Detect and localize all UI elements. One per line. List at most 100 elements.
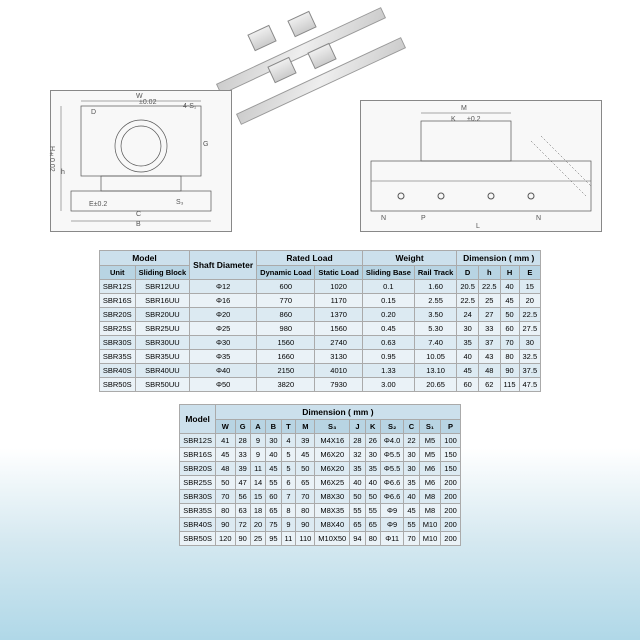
cell: Φ4.0	[380, 434, 403, 448]
label-tol2: ±0.2	[467, 116, 481, 123]
cell: 37	[478, 336, 500, 350]
sub-hdr2: S₁	[419, 420, 441, 434]
cell: M6	[419, 462, 441, 476]
cell: 6	[281, 476, 296, 490]
cell: Φ30	[190, 336, 257, 350]
cell: 50	[500, 308, 519, 322]
cell: 1370	[315, 308, 362, 322]
cell: 28	[350, 434, 365, 448]
table-row: SBR25SSBR25UUΦ2598015600.455.3030336027.…	[99, 322, 540, 336]
cell: Φ16	[190, 294, 257, 308]
cell: 4	[281, 434, 296, 448]
cell: 27	[478, 308, 500, 322]
cell: SBR35S	[99, 350, 135, 364]
cell: 3820	[257, 378, 315, 392]
spec-table-1: Model Shaft Diameter Rated Load Weight D…	[99, 250, 541, 392]
cell: 100	[441, 434, 461, 448]
cell: M6X20	[315, 448, 350, 462]
label-h: h	[61, 169, 65, 176]
cell: M5	[419, 448, 441, 462]
cell: 56	[235, 490, 250, 504]
sub-hdr: Sliding Block	[135, 266, 190, 280]
cell: SBR50UU	[135, 378, 190, 392]
cell: SBR25UU	[135, 322, 190, 336]
cell: 600	[257, 280, 315, 294]
cell: 47.5	[519, 378, 541, 392]
cell: 3130	[315, 350, 362, 364]
cell: 33	[478, 322, 500, 336]
cell: 62	[478, 378, 500, 392]
cell: 30	[404, 448, 419, 462]
table-row: SBR40S90722075990M8X406565Φ955M10200	[180, 518, 461, 532]
cell: 90	[500, 364, 519, 378]
cell: SBR16UU	[135, 294, 190, 308]
cell: SBR20UU	[135, 308, 190, 322]
cell: 18	[250, 504, 265, 518]
cell: 50	[365, 490, 380, 504]
cell: 0.63	[362, 336, 414, 350]
diagrams-area: W D ±0.02 4-S₁ G H±0.02 h E±0.2 S₃ C B	[0, 0, 640, 245]
cell: 1660	[257, 350, 315, 364]
cell: 70	[215, 490, 235, 504]
cell: M5	[419, 434, 441, 448]
cell: 28	[235, 434, 250, 448]
cell: 770	[257, 294, 315, 308]
cell: 60	[500, 322, 519, 336]
cell: 27.5	[519, 322, 541, 336]
table-row: SBR30SSBR30UUΦ30156027400.637.4035377030	[99, 336, 540, 350]
cell: M4X16	[315, 434, 350, 448]
cell: M10	[419, 532, 441, 546]
cell: 30	[457, 322, 479, 336]
cell: M8	[419, 504, 441, 518]
cell: 50	[350, 490, 365, 504]
cell: 50	[215, 476, 235, 490]
cell: 5.30	[414, 322, 456, 336]
cell: 45	[296, 448, 315, 462]
cell: 70	[500, 336, 519, 350]
cell: 9	[250, 448, 265, 462]
label-C: C	[136, 211, 141, 218]
cell: SBR30S	[99, 336, 135, 350]
table-row: SBR16SSBR16UUΦ1677011700.152.5522.525452…	[99, 294, 540, 308]
cell: 20	[250, 518, 265, 532]
cell: 55	[404, 518, 419, 532]
cell: 65	[350, 518, 365, 532]
cell: 45	[500, 294, 519, 308]
cell: Φ9	[380, 504, 403, 518]
sub-hdr2: G	[235, 420, 250, 434]
cell: 45	[266, 462, 281, 476]
sub-hdr2: B	[266, 420, 281, 434]
cell: 2740	[315, 336, 362, 350]
cell: SBR50S	[99, 378, 135, 392]
tables-wrap: Model Shaft Diameter Rated Load Weight D…	[14, 248, 626, 548]
sub-hdr2: S₃	[315, 420, 350, 434]
cell: 110	[296, 532, 315, 546]
cell: 50	[296, 462, 315, 476]
cell: Φ50	[190, 378, 257, 392]
cell: 90	[215, 518, 235, 532]
sub-hdr: H	[500, 266, 519, 280]
table-row: SBR40SSBR40UUΦ40215040101.3313.104548903…	[99, 364, 540, 378]
cell: 15	[519, 280, 541, 294]
cell: 60	[266, 490, 281, 504]
cell: Φ40	[190, 364, 257, 378]
cell: 2.55	[414, 294, 456, 308]
cell: 13.10	[414, 364, 456, 378]
cell: 2150	[257, 364, 315, 378]
cross-section-svg	[51, 91, 231, 231]
cell: M10X50	[315, 532, 350, 546]
cell: 65	[365, 518, 380, 532]
sub-hdr: E	[519, 266, 541, 280]
cell: 9	[281, 518, 296, 532]
cell: 40	[404, 490, 419, 504]
cell: Φ5.5	[380, 462, 403, 476]
cell: 860	[257, 308, 315, 322]
sub-hdr: D	[457, 266, 479, 280]
cell: 55	[365, 504, 380, 518]
slide-block	[247, 25, 276, 51]
cell: M8X35	[315, 504, 350, 518]
cell: 60	[457, 378, 479, 392]
cell: SBR12UU	[135, 280, 190, 294]
sub-hdr2: J	[350, 420, 365, 434]
cell: 39	[296, 434, 315, 448]
